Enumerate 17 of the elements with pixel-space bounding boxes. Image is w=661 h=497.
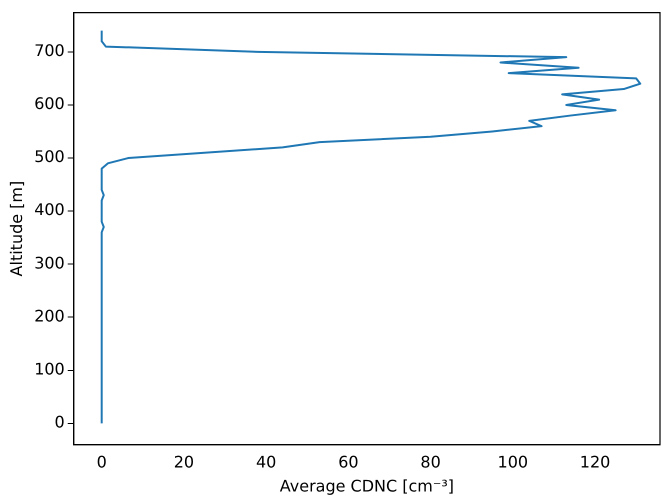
x-tick-label: 120 — [580, 452, 610, 472]
x-tick-label: 100 — [498, 452, 528, 472]
y-tick-label: 500 — [34, 147, 65, 166]
y-axis-title: Altitude [m] — [6, 180, 26, 276]
x-tick-label: 60 — [338, 452, 359, 472]
y-tick-label: 0 — [54, 412, 65, 432]
y-tick-label: 400 — [34, 200, 65, 220]
x-tick-label: 20 — [174, 452, 194, 472]
x-axis-title: Average CDNC [cm⁻³] — [280, 476, 454, 496]
y-tick-label: 600 — [34, 94, 65, 114]
y-tick-label: 200 — [34, 306, 65, 326]
x-tick-label: 40 — [256, 452, 276, 472]
x-tick-label: 80 — [420, 452, 441, 472]
y-tick-label: 300 — [34, 253, 65, 272]
y-tick-label: 700 — [34, 41, 65, 60]
x-tick-label: 0 — [96, 452, 107, 472]
y-tick-label: 100 — [34, 359, 65, 378]
